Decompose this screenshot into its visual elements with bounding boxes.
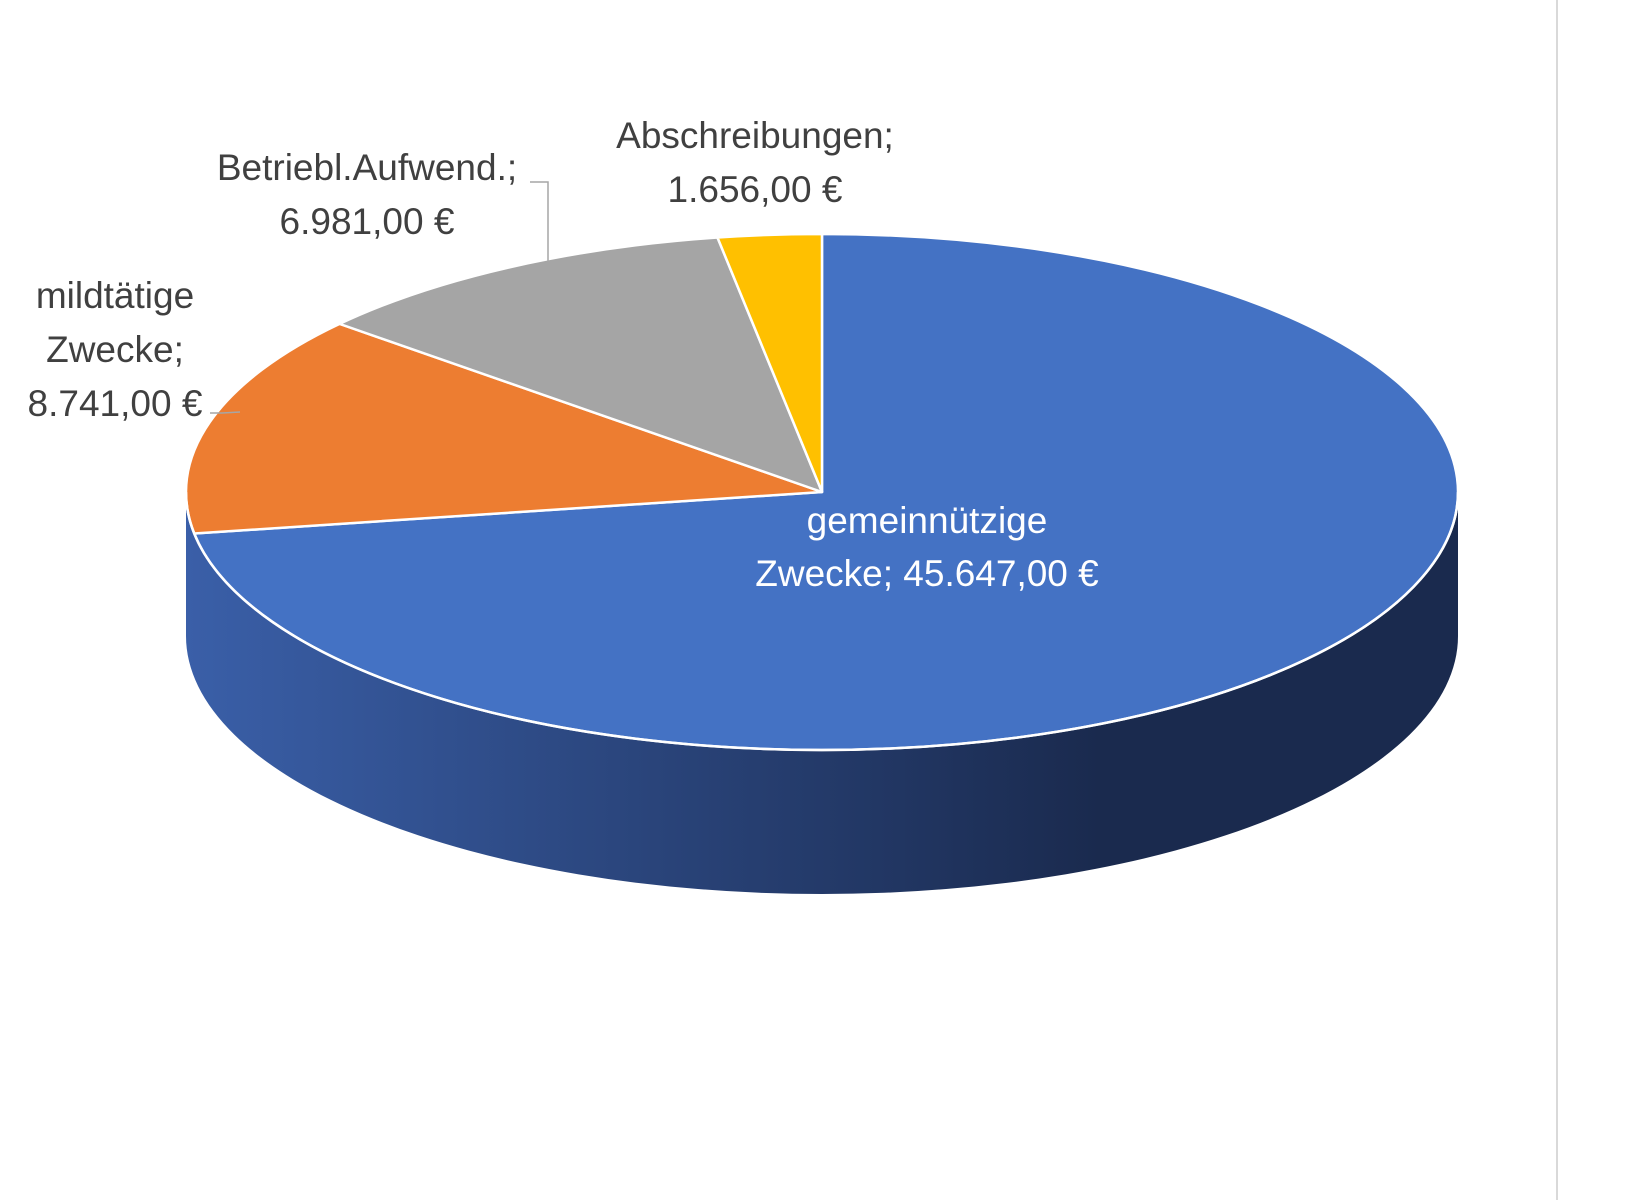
leader-line-betriebl (530, 181, 549, 262)
data-label-4-line-2: 1.656,00 € (668, 169, 843, 210)
data-label-2-line-1: mildtätige (36, 275, 194, 316)
pie-chart: gemeinnützige Zwecke; 45.647,00 € mildtäti… (28, 115, 1460, 894)
data-label-2-line-2: Zwecke; (46, 329, 184, 370)
chart-area: gemeinnützige Zwecke; 45.647,00 € mildtäti… (28, 0, 1558, 1200)
data-label-4-line-1: Abschreibungen; (616, 115, 894, 156)
leader-line-mildtaetige (210, 411, 241, 414)
data-label-4: Abschreibungen; 1.656,00 € (616, 115, 894, 210)
pie-side-gemeinnuetzige (186, 492, 1458, 894)
pie-rim-outline (184, 491, 1460, 752)
data-label-3-line-2: 6.981,00 € (280, 201, 455, 242)
leader-lines (210, 181, 549, 414)
pie-slice-4 (716, 232, 824, 494)
data-labels: gemeinnützige Zwecke; 45.647,00 € mildtäti… (28, 115, 1100, 594)
data-label-1: gemeinnützige Zwecke; 45.647,00 € (755, 500, 1099, 594)
data-label-3: Betriebl.Aufwend.; 6.981,00 € (217, 147, 517, 242)
data-label-2-line-3: 8.741,00 € (28, 383, 203, 424)
pie-slice-3 (338, 236, 824, 494)
pie-side-wall (186, 492, 1458, 894)
data-label-1-line-2: Zwecke; 45.647,00 € (755, 553, 1099, 594)
data-label-2: mildtätige Zwecke; 8.741,00 € (28, 275, 203, 424)
pie-top-face (184, 232, 1460, 752)
data-label-1-line-1: gemeinnützige (807, 500, 1048, 541)
data-label-3-line-1: Betriebl.Aufwend.; (217, 147, 517, 188)
